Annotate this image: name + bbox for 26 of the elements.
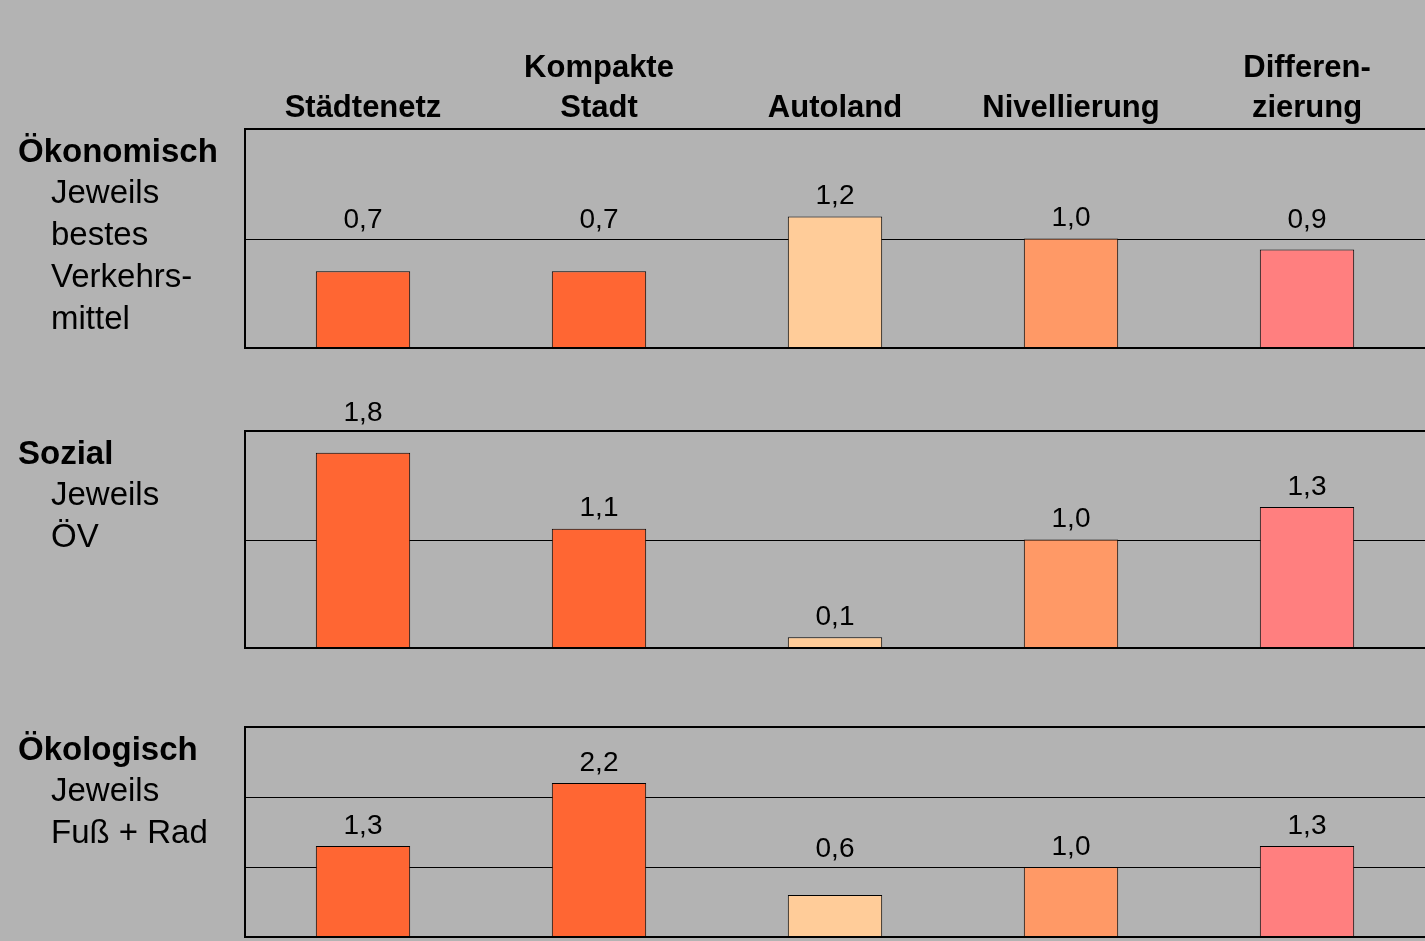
text: Jeweils ÖV <box>50 474 161 556</box>
data-label: 1,8 <box>343 395 383 427</box>
data-label: 1,1 <box>579 491 619 523</box>
data-label: 1,0 <box>1051 829 1091 861</box>
text: Jeweils bestes Verkehrs- mittel <box>50 172 194 338</box>
data-label: 1,0 <box>1051 502 1091 534</box>
data-label: 0,6 <box>815 831 855 863</box>
x-tick-label: Städtenetz <box>284 89 442 125</box>
text: Jeweils Fuß + Rad <box>50 770 209 852</box>
data-label: 0,7 <box>579 203 619 235</box>
data-label: 0,1 <box>815 599 855 631</box>
data-label: 0,7 <box>343 203 383 235</box>
x-tick-label: Kompakte Stadt <box>524 49 674 125</box>
data-label: 1,3 <box>1287 808 1327 840</box>
chart-title: Sozial <box>18 433 115 473</box>
x-tick-label: Nivellierung <box>982 89 1160 125</box>
data-label: 1,3 <box>343 808 383 840</box>
data-label: 1,0 <box>1051 201 1091 233</box>
data-label: 1,3 <box>1287 469 1327 501</box>
chart-title: Ökologisch <box>18 729 199 769</box>
data-label: 2,2 <box>579 745 619 777</box>
x-tick-label: Autoland <box>767 89 903 125</box>
data-label: 0,9 <box>1287 203 1327 235</box>
data-label: 1,2 <box>815 179 855 211</box>
chart-title: Ökonomisch <box>18 131 219 171</box>
x-tick-label: Differen- zierung <box>1243 49 1371 125</box>
